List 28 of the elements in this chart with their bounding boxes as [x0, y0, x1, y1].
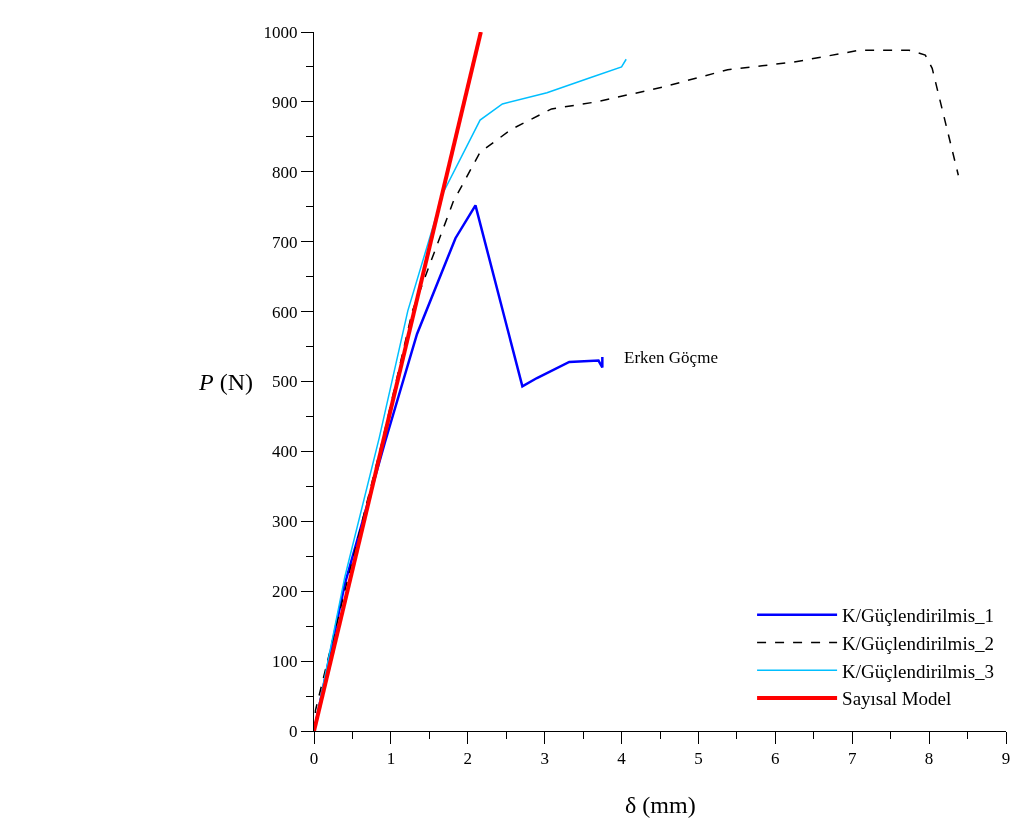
x-axis-title: δ (mm)	[625, 792, 696, 818]
y-tick-label: 900	[272, 92, 298, 112]
y-tick-label: 500	[272, 372, 298, 392]
y-tick-label: 0	[289, 721, 298, 741]
x-tick-label: 4	[617, 749, 627, 769]
x-tick-label: 8	[924, 749, 934, 769]
legend-label: K/Güçlendirilmis_2	[842, 632, 995, 654]
y-tick-label: 300	[272, 512, 298, 532]
annotation: Erken Göçme	[624, 348, 718, 367]
x-tick-label: 1	[386, 749, 396, 769]
y-tick-label: 400	[272, 442, 298, 462]
x-tick-label: 3	[540, 749, 549, 769]
x-tick-label: 0	[309, 749, 319, 769]
legend-label: K/Güçlendirilmis_3	[842, 660, 995, 682]
y-tick-label: 700	[272, 232, 298, 252]
x-tick-label: 9	[1001, 749, 1011, 769]
y-tick-label: 600	[272, 302, 298, 322]
x-tick-label: 7	[847, 749, 857, 769]
y-tick-label: 200	[272, 582, 298, 602]
y-tick-label: 1000	[263, 22, 298, 42]
y-tick-label: 800	[272, 162, 298, 182]
legend-label: Sayısal Model	[842, 688, 952, 710]
x-tick-label: 6	[771, 749, 780, 769]
legend-label: K/Güçlendirilmis_1	[842, 605, 995, 627]
y-axis-title: P (N)	[198, 369, 253, 395]
y-tick-label: 100	[272, 652, 298, 672]
x-tick-label: 5	[694, 749, 703, 769]
x-tick-label: 2	[463, 749, 473, 769]
